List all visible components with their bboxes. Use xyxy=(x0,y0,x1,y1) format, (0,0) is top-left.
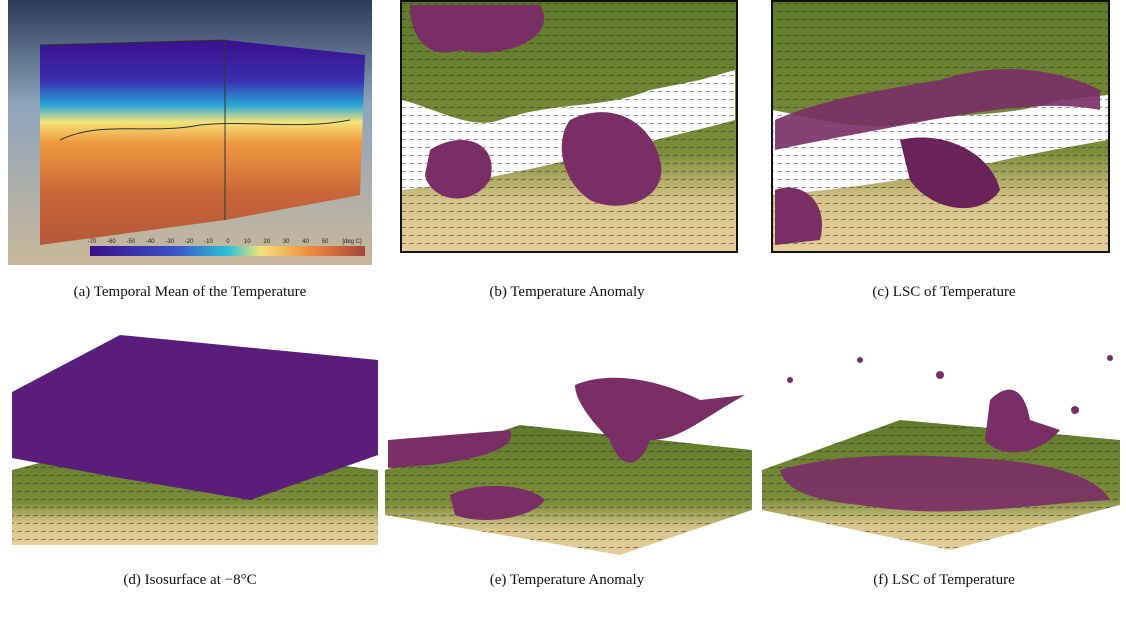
caption: (d) Isosurface at −8°C xyxy=(123,572,256,588)
caption: (c) LSC of Temperature xyxy=(872,284,1016,300)
figure: (a) Temporal Mean of the Temperature (b)… xyxy=(0,0,1126,621)
colorbar-label: 20 xyxy=(263,239,270,245)
colorbar-label: [deg C] xyxy=(342,239,362,245)
panel-c xyxy=(772,1,1109,252)
colorbar-label: 50 xyxy=(322,239,329,245)
isosurface xyxy=(857,357,863,363)
colorbar-label: -40 xyxy=(146,239,155,245)
colorbar-label: -10 xyxy=(204,239,213,245)
caption: (e) Temperature Anomaly xyxy=(490,572,645,588)
panel-f xyxy=(762,355,1120,550)
isosurface xyxy=(1107,355,1113,361)
panel-d xyxy=(12,335,378,545)
colorbar-label: -70 xyxy=(88,239,97,245)
isosurface xyxy=(1071,406,1079,414)
page: Figure panels {"panels": [ {"caption": "… xyxy=(0,0,1126,621)
caption: (a) Temporal Mean of the Temperature xyxy=(74,284,307,300)
isosurface xyxy=(936,371,944,379)
colorbar xyxy=(90,246,365,256)
panel-e xyxy=(385,378,752,555)
colorbar-label: -50 xyxy=(126,239,135,245)
caption: (b) Temperature Anomaly xyxy=(489,284,645,300)
body: (a) Temporal Mean of the Temperature (b)… xyxy=(0,0,1126,621)
isosurface xyxy=(787,377,793,383)
colorbar-label: -60 xyxy=(107,239,116,245)
colorbar-label: -30 xyxy=(165,239,174,245)
colorbar-label: -20 xyxy=(185,239,194,245)
colorbar-label: 10 xyxy=(244,239,251,245)
colorbar-label: 40 xyxy=(302,239,309,245)
panel-a xyxy=(8,0,372,265)
caption: (f) LSC of Temperature xyxy=(873,572,1015,588)
panel-b xyxy=(401,1,737,252)
colorbar-label: 30 xyxy=(283,239,290,245)
